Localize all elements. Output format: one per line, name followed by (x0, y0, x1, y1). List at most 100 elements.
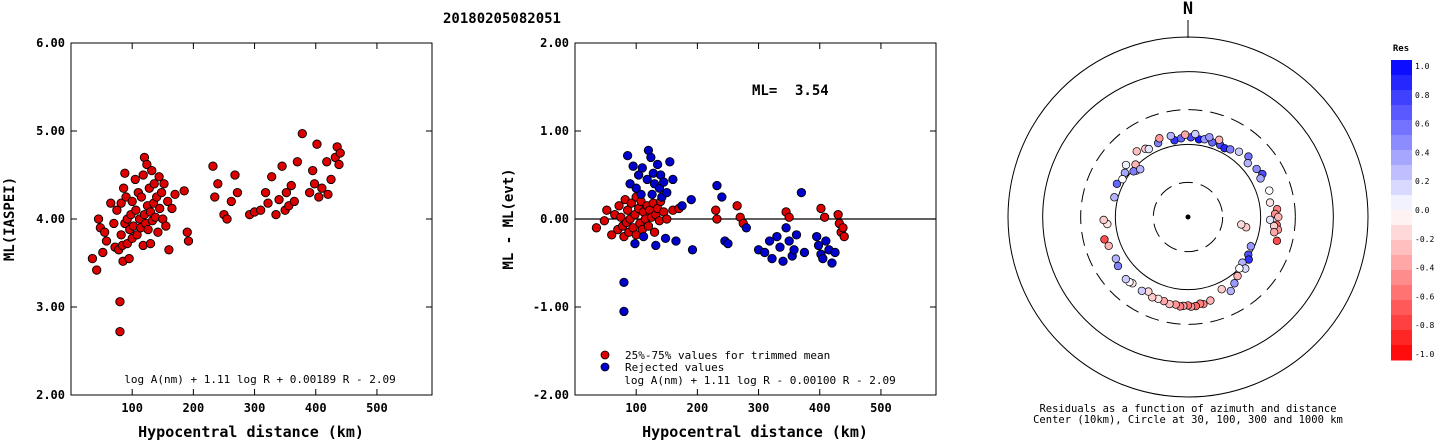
colorbar-cell (1391, 150, 1412, 166)
station-point (1132, 147, 1141, 156)
data-point (614, 201, 624, 211)
data-point (838, 223, 848, 233)
data-point (326, 174, 336, 185)
event-title: 20180205082051 (443, 11, 561, 27)
data-point (116, 230, 126, 240)
data-point (281, 187, 292, 198)
colorbar-cell (1391, 225, 1412, 241)
x-tick-label: 100 (625, 401, 647, 415)
data-point (607, 230, 617, 240)
station-point (1104, 241, 1113, 251)
formula-label: log A(nm) + 1.11 log R + 0.00189 R - 2.0… (124, 373, 396, 386)
data-point (830, 247, 840, 258)
data-point (784, 212, 794, 222)
station-point (1217, 285, 1226, 294)
data-point (161, 221, 171, 231)
data-point (638, 231, 649, 242)
station-point (1235, 264, 1244, 273)
y-axis-ticks: 2.00 3.00 4.00 5.00 6.00 (36, 36, 432, 402)
data-point (145, 238, 156, 249)
x-tick-label: 200 (183, 401, 205, 415)
colorbar-cell (1391, 345, 1412, 361)
station-point (1226, 145, 1235, 154)
colorbar-cell (1391, 330, 1412, 346)
ml-value: 3.54 (795, 83, 829, 99)
data-point (839, 231, 849, 242)
data-point (155, 203, 165, 214)
station-point (1137, 286, 1146, 296)
data-point (260, 187, 271, 198)
colorbar-tick-label: 0.4 (1415, 148, 1430, 157)
data-point (602, 205, 612, 215)
data-point (637, 163, 647, 173)
colorbar-cell (1391, 270, 1412, 286)
data-point (660, 233, 671, 244)
station-point (1215, 135, 1224, 144)
station-point (1272, 236, 1282, 245)
colorbar-tick-label: 1.0 (1415, 62, 1430, 71)
ring-1000km (1042, 71, 1334, 363)
data-point (143, 224, 153, 235)
data-point (179, 186, 189, 196)
data-point (289, 196, 299, 207)
data-point (764, 236, 775, 246)
data-point (799, 247, 810, 258)
station-point (1100, 235, 1109, 244)
station-point (1230, 279, 1239, 288)
outer-ring (1007, 36, 1369, 398)
y-tick-label: 1.00 (540, 124, 569, 138)
data-point (622, 150, 633, 161)
colorbar-cell (1391, 135, 1412, 151)
data-point (643, 221, 654, 231)
data-point (167, 203, 177, 214)
data-point (335, 148, 345, 158)
data-point (263, 198, 273, 208)
data-point (130, 174, 140, 185)
station-point (1256, 174, 1265, 183)
distance-rings (1007, 36, 1369, 398)
colorbar-title: Res (1393, 44, 1409, 54)
y-tick-label: -2.00 (533, 388, 569, 402)
station-point (1205, 133, 1214, 142)
data-point (267, 172, 277, 182)
station-point (1144, 144, 1153, 154)
colorbar-tick-label: 0.0 (1415, 206, 1430, 215)
colorbar-cell (1391, 120, 1412, 136)
x-tick-label: 500 (366, 401, 388, 415)
colorbar-cell (1391, 180, 1412, 196)
y-tick-label: 2.00 (540, 36, 569, 50)
data-point (163, 196, 173, 207)
station-point (1265, 215, 1275, 225)
data-point (818, 253, 828, 264)
data-point (115, 326, 125, 337)
data-point (147, 165, 157, 176)
colorbar-cell (1391, 300, 1412, 316)
ring-100km (1114, 143, 1262, 291)
data-point (116, 198, 126, 208)
station-point (1246, 242, 1255, 251)
data-point (723, 238, 733, 249)
station-point (1233, 271, 1242, 281)
data-point (647, 189, 657, 200)
data-point (599, 216, 610, 226)
x-tick-label: 300 (748, 401, 770, 415)
data-point (164, 245, 174, 255)
data-point (630, 238, 640, 249)
data-point (308, 165, 318, 176)
colorbar-cell (1391, 75, 1412, 91)
data-point (717, 192, 727, 202)
data-point (712, 214, 722, 224)
data-point (781, 223, 791, 233)
colorbar-cell (1391, 240, 1412, 256)
legend-marker-trimmed (600, 350, 610, 360)
data-point (784, 236, 794, 246)
station-residual-points (1099, 129, 1283, 311)
x-axis-title: Hypocentral distance (km) (138, 423, 364, 441)
station-point (1136, 165, 1145, 174)
x-axis-ticks: 100 200 300 400 500 (121, 43, 388, 415)
data-point (100, 227, 110, 237)
data-point (760, 247, 770, 258)
colorbar-tick-label: 0.2 (1415, 177, 1430, 186)
colorbar-labels: 1.0 0.8 0.6 0.4 0.2 0.0 -0.2 -0.4 -0.6 -0.8 -1.0 (1415, 62, 1434, 359)
